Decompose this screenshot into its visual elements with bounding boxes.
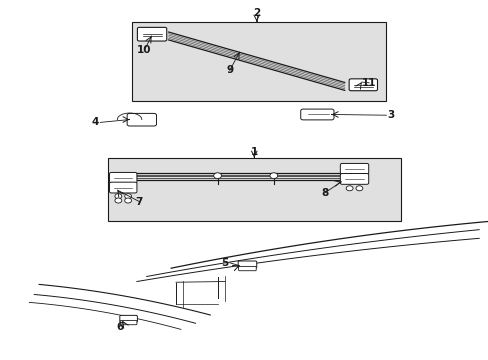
Text: 3: 3 [387, 110, 394, 120]
Text: 4: 4 [91, 117, 99, 127]
Circle shape [124, 194, 131, 199]
Text: 5: 5 [221, 258, 228, 268]
FancyBboxPatch shape [238, 266, 256, 271]
Text: 9: 9 [226, 65, 233, 75]
Circle shape [124, 198, 131, 203]
Text: 10: 10 [137, 45, 151, 55]
FancyBboxPatch shape [348, 79, 377, 91]
FancyBboxPatch shape [120, 320, 137, 325]
Circle shape [213, 173, 221, 179]
FancyBboxPatch shape [340, 163, 368, 174]
FancyBboxPatch shape [127, 113, 156, 126]
Text: 2: 2 [253, 8, 260, 18]
Circle shape [115, 198, 122, 203]
FancyBboxPatch shape [238, 261, 256, 268]
FancyBboxPatch shape [300, 109, 333, 120]
Text: 7: 7 [135, 197, 143, 207]
FancyBboxPatch shape [340, 174, 368, 184]
Text: 8: 8 [321, 188, 328, 198]
Circle shape [269, 173, 277, 179]
Circle shape [346, 186, 352, 191]
Circle shape [115, 194, 122, 199]
Bar [132, 22, 386, 101]
FancyBboxPatch shape [109, 172, 137, 183]
FancyBboxPatch shape [137, 27, 166, 41]
Circle shape [355, 186, 362, 191]
FancyBboxPatch shape [109, 182, 137, 193]
Text: 11: 11 [361, 78, 376, 88]
Text: 1: 1 [250, 147, 257, 157]
FancyBboxPatch shape [120, 315, 137, 322]
Text: 6: 6 [116, 321, 123, 332]
Bar [107, 158, 400, 221]
